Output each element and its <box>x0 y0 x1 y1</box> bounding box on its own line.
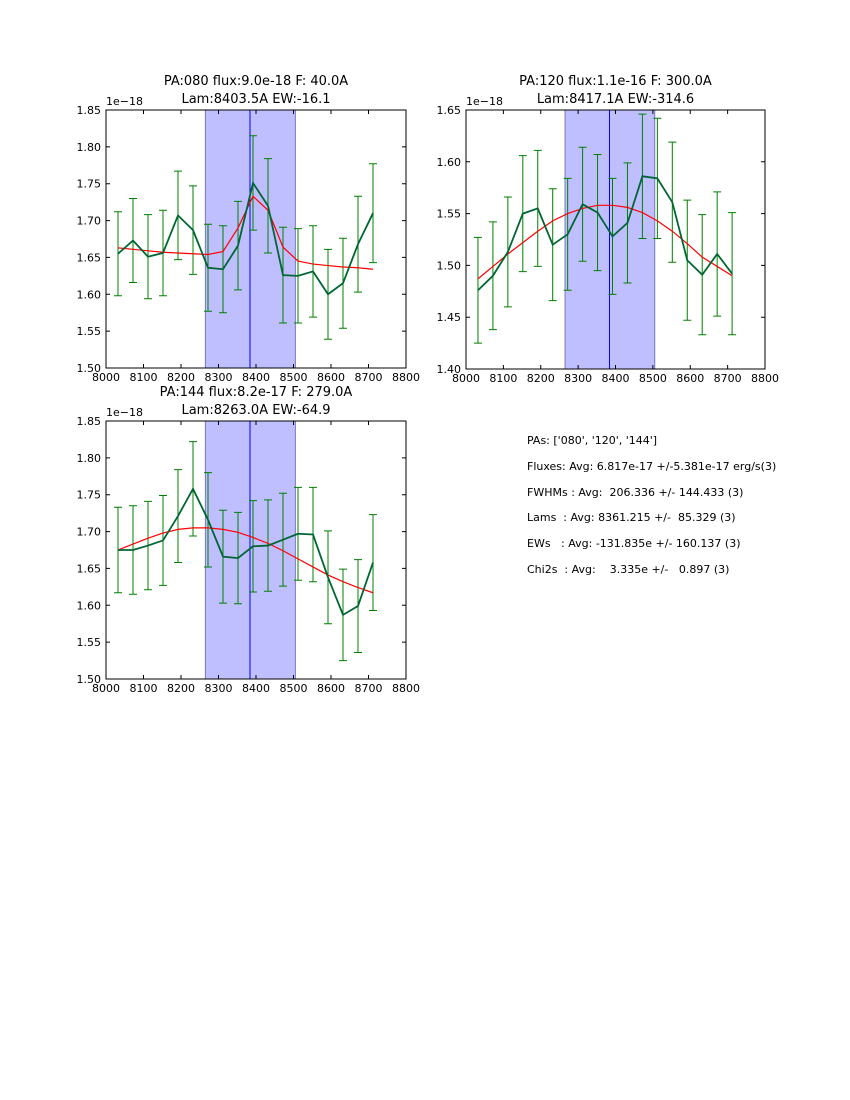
subplot-title: PA:144 flux:8.2e-17 F: 279.0A <box>160 385 353 400</box>
y-tick-label: 1.65 <box>77 562 102 575</box>
x-tick-label: 8500 <box>639 372 667 385</box>
y-tick-label: 1.70 <box>77 215 102 228</box>
y-tick-label: 1.80 <box>77 141 102 154</box>
subplot-2: 8000 8100 8200 8300 8400 8500 8600 8700 8800 1.40… <box>437 74 780 385</box>
x-tick-label: 8800 <box>751 372 779 385</box>
x-tick-label: 8400 <box>242 371 270 384</box>
y-tick-label: 1.85 <box>77 415 102 428</box>
x-tick-label: 8200 <box>527 372 555 385</box>
x-tick-label: 8700 <box>714 372 742 385</box>
y-tick-label: 1.65 <box>77 251 102 264</box>
x-tick-label: 8600 <box>676 372 704 385</box>
y-offset-label: 1e−18 <box>106 406 143 419</box>
x-tick-label: 8300 <box>205 682 233 695</box>
subplot-title: PA:080 flux:9.0e-18 F: 40.0A <box>164 74 348 89</box>
y-tick-label: 1.65 <box>437 104 462 117</box>
fit-line <box>477 204 733 280</box>
stats-chi2s: Chi2s : Avg: 3.335e +/- 0.897 (3) <box>527 562 730 576</box>
x-tick-label: 8400 <box>242 682 270 695</box>
subplot-subtitle: Lam:8263.0A EW:-64.9 <box>181 403 330 418</box>
x-tick-label: 8800 <box>392 682 420 695</box>
y-tick-label: 1.55 <box>77 325 102 338</box>
flux-line <box>117 180 374 296</box>
y-tick-label: 1.80 <box>77 452 102 465</box>
x-tick-label: 8200 <box>167 371 195 384</box>
stats-ews: EWs : Avg: -131.835e +/- 160.137 (3) <box>527 537 741 551</box>
x-tick-label: 8100 <box>130 682 158 695</box>
subplot-3: 8000 8100 8200 8300 8400 8500 8600 8700 8800 1.50… <box>77 385 421 695</box>
stats-pas: PAs: ['080', '120', '144'] <box>527 434 658 447</box>
x-tick-label: 8800 <box>392 371 420 384</box>
x-tick-label: 8100 <box>489 372 517 385</box>
flux-line <box>118 486 374 617</box>
stats-lams: Lams : Avg: 8361.215 +/- 85.329 (3) <box>527 511 736 525</box>
subplot-subtitle: Lam:8403.5A EW:-16.1 <box>181 92 330 107</box>
y-tick-label: 1.50 <box>77 673 102 686</box>
x-tick-label: 8700 <box>355 682 383 695</box>
x-tick-label: 8100 <box>130 371 158 384</box>
error-bar <box>114 211 122 297</box>
x-tick-label: 8000 <box>452 372 480 385</box>
y-tick-label: 1.85 <box>77 104 102 117</box>
subplot-subtitle: Lam:8417.1A EW:-314.6 <box>537 92 694 107</box>
subplot-1: 8000 8100 8200 8300 8400 8500 8600 8700 8800 1.50… <box>77 74 421 384</box>
y-tick-label: 1.70 <box>77 526 102 539</box>
x-tick-label: 8500 <box>280 682 308 695</box>
x-tick-label: 8600 <box>317 682 345 695</box>
y-tick-label: 1.55 <box>77 636 102 649</box>
x-tick-label: 8200 <box>167 682 195 695</box>
flux-line <box>477 175 733 291</box>
stats-fluxes: Fluxes: Avg: 6.817e-17 +/-5.381e-17 erg/… <box>527 459 777 473</box>
x-tick-label: 8300 <box>564 372 592 385</box>
fit-line <box>117 527 374 594</box>
y-tick-label: 1.50 <box>437 259 462 272</box>
subplot-title: PA:120 flux:1.1e-16 F: 300.0A <box>519 74 712 89</box>
y-tick-label: 1.55 <box>437 208 462 221</box>
y-tick-label: 1.60 <box>77 288 102 301</box>
y-tick-label: 1.45 <box>437 311 462 324</box>
x-tick-label: 8500 <box>280 371 308 384</box>
y-tick-label: 1.60 <box>77 599 102 612</box>
y-tick-label: 1.75 <box>77 489 102 502</box>
x-tick-label: 8600 <box>317 371 345 384</box>
y-offset-label: 1e−18 <box>106 95 143 108</box>
x-tick-label: 8000 <box>92 682 120 695</box>
summary-stats: PAs: ['080', '120', '144'] Fluxes: Avg: … <box>527 434 776 589</box>
y-offset-label: 1e−18 <box>466 95 503 108</box>
y-tick-label: 1.50 <box>77 362 102 375</box>
y-tick-label: 1.60 <box>437 156 462 169</box>
x-tick-label: 8700 <box>355 371 383 384</box>
x-tick-label: 8300 <box>205 371 233 384</box>
x-tick-label: 8400 <box>602 372 630 385</box>
y-tick-label: 1.75 <box>77 178 102 191</box>
y-tick-label: 1.40 <box>437 363 462 376</box>
x-tick-label: 8000 <box>92 371 120 384</box>
stats-fwhms: FWHMs : Avg: 206.336 +/- 144.433 (3) <box>527 485 744 499</box>
